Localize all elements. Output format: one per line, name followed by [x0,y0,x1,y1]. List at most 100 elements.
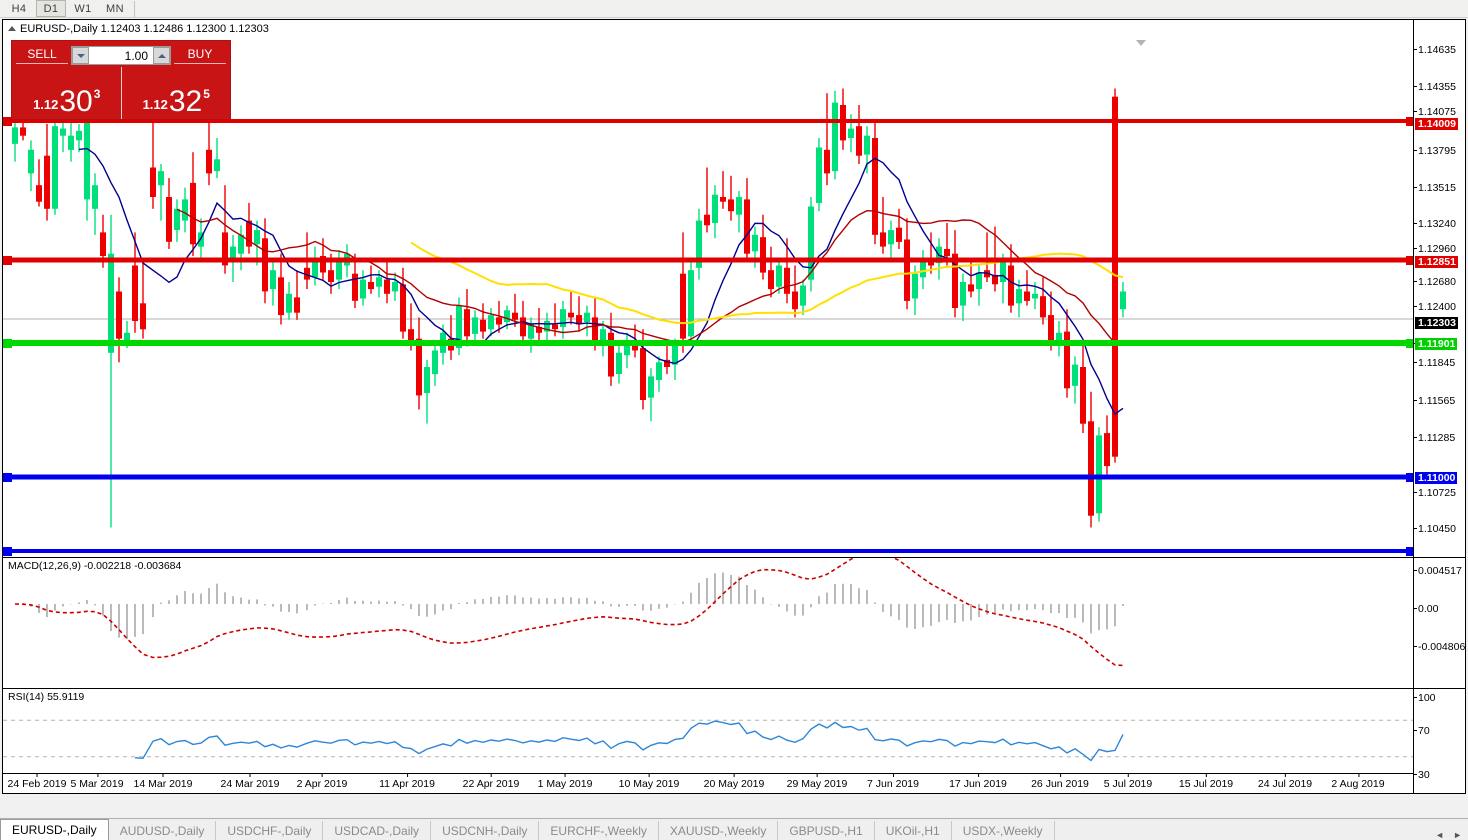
date-tick: 24 Mar 2019 [220,773,280,790]
price-marker-label: 1.11901 [1415,338,1458,350]
chart-window: EURUSD-,Daily 1.12403 1.12486 1.12300 1.… [2,19,1466,794]
symbol-tab-label: UKOil-,H1 [885,823,940,838]
object-marker-icon [1136,40,1146,46]
candlestick-svg [3,88,1413,556]
symbol-tab-label: EURUSD-,Daily [12,823,97,837]
chevron-up-icon [157,53,166,58]
symbol-tab-label: EURCHF-,Weekly [550,823,647,838]
date-tick: 10 May 2019 [618,773,680,790]
trade-panel-top-row: SELL 1.00 BUY [12,41,230,67]
date-tick: 5 Mar 2019 [70,773,124,790]
timeframe-label: H4 [11,2,27,15]
price-axis[interactable]: 1.14635 1.14355 1.14075 1.13795 1.13515 1.132… [1413,20,1465,581]
macd-tick: 0.00 [1413,603,1439,615]
date-tick: 29 May 2019 [786,773,848,790]
rsi-tick: 30 [1414,769,1430,781]
timeframe-d1[interactable]: D1 [36,0,66,17]
symbol-tab-label: XAUUSD-,Weekly [669,823,767,838]
buy-button[interactable]: BUY [174,47,226,64]
date-tick: 2 Apr 2019 [296,773,348,790]
price-tick: 1.13795 [1414,145,1456,157]
symbol-tab[interactable]: USDCAD-,Daily [323,821,432,840]
buy-price-big: 32 [168,85,203,118]
buy-price-prefix: 1.12 [142,97,168,112]
rsi-svg [3,719,1413,762]
date-tick: 7 Jun 2019 [867,773,919,790]
symbol-tab[interactable]: GBPUSD-,H1 [778,821,875,840]
macd-subwindow: MACD(12,26,9) -0.002218 -0.003684 0.0045… [3,558,1465,688]
symbol-tab[interactable]: EURCHF-,Weekly [539,821,659,840]
sell-price-big: 30 [59,85,93,118]
symbol-tab-label: GBPUSD-,H1 [789,823,863,838]
price-marker-label: 1.12303 [1415,317,1458,329]
date-tick: 17 Jun 2019 [949,773,1007,790]
macd-tick: 0.004517 [1414,565,1462,577]
macd-window-divider [3,557,1465,558]
rsi-plot-area[interactable] [3,689,1413,793]
buy-price-sup: 5 [203,87,210,101]
chart-header: EURUSD-,Daily 1.12403 1.12486 1.12300 1.… [8,23,269,35]
tab-next-icon[interactable]: ► [1453,830,1462,840]
symbol-tab[interactable]: USDCNH-,Daily [431,821,540,840]
sell-price-sup: 3 [93,87,101,101]
price-tick: 1.11845 [1413,357,1456,369]
timeframe-h4[interactable]: H4 [4,0,34,17]
tab-nav-controls: ◄ ► [1435,830,1468,840]
timeframe-label: MN [106,2,124,15]
symbol-tab-label: USDCHF-,Daily [227,823,312,838]
tab-prev-icon[interactable]: ◄ [1435,830,1445,840]
trade-panel-quotes: 1.12 30 3 1.12 32 5 [12,67,230,119]
symbol-tab-label: USDX-,Weekly [962,823,1043,838]
timeframe-mn[interactable]: MN [100,0,130,17]
symbol-tab-bar: EURUSD-,Daily AUDUSD-,Daily USDCHF-,Daily U… [0,818,1468,840]
price-tick: 1.13515 [1414,182,1456,194]
symbol-tab[interactable]: USDCHF-,Daily [216,821,324,840]
price-tick: 1.14635 [1414,44,1456,56]
price-tick: 1.14355 [1414,81,1456,93]
sell-button[interactable]: SELL [16,47,68,64]
volume-input[interactable]: 1.00 [71,46,171,65]
sell-price-quote[interactable]: 1.12 30 3 [12,67,121,119]
rsi-tick: 100 [1414,692,1436,704]
volume-decrease-button[interactable] [72,47,89,64]
date-tick: 24 Jul 2019 [1257,773,1313,790]
price-tick: 1.11565 [1413,395,1456,407]
price-marker-label: 1.11000 [1415,472,1458,484]
date-tick: 26 Jun 2019 [1031,773,1089,790]
macd-plot-area[interactable] [3,558,1413,688]
timeframe-label: W1 [74,2,92,15]
volume-value[interactable]: 1.00 [124,48,148,63]
date-tick: 2 Aug 2019 [1331,773,1385,790]
timeframe-w1[interactable]: W1 [68,0,98,17]
price-tick: 1.14075 [1414,106,1456,118]
price-tick: 1.13240 [1414,218,1456,230]
date-axis[interactable]: 24 Feb 2019 5 Mar 2019 14 Mar 2019 24 Mar 2… [3,773,1413,793]
rsi-window-divider [3,688,1465,689]
date-tick: 15 Jul 2019 [1178,773,1234,790]
symbol-tab[interactable]: AUDUSD-,Daily [109,821,217,840]
symbol-tab-label: AUDUSD-,Daily [119,823,205,838]
buy-price-quote[interactable]: 1.12 32 5 [120,67,231,119]
symbol-tab[interactable]: XAUUSD-,Weekly [659,821,779,840]
price-marker-label: 1.12851 [1415,256,1458,268]
symbol-tab[interactable]: EURUSD-,Daily [0,819,109,840]
price-tick: 1.10725 [1414,487,1456,499]
rsi-tick: 70 [1414,725,1430,737]
volume-increase-button[interactable] [153,47,170,64]
symbol-tab-label: USDCAD-,Daily [334,823,420,838]
collapse-triangle-icon[interactable] [8,26,16,31]
rsi-axis: 100 70 30 [1413,689,1465,793]
timeframe-label: D1 [43,2,59,15]
one-click-trading-panel[interactable]: SELL 1.00 BUY 1.12 30 3 1.12 32 5 [11,40,231,120]
price-tick: 1.12960 [1414,243,1456,255]
symbol-tab[interactable]: USDX-,Weekly [952,821,1055,840]
rsi-title: RSI(14) 55.9119 [8,691,85,703]
date-tick: 22 Apr 2019 [462,773,520,790]
chart-header-text: EURUSD-,Daily 1.12403 1.12486 1.12300 1.… [20,23,269,35]
price-marker-label: 1.14009 [1415,118,1458,130]
sell-price-prefix: 1.12 [33,97,59,112]
price-plot-area[interactable] [3,20,1413,557]
symbol-tab[interactable]: UKOil-,H1 [875,821,952,840]
macd-svg [14,558,1124,667]
price-tick: 1.12400 [1414,301,1456,313]
